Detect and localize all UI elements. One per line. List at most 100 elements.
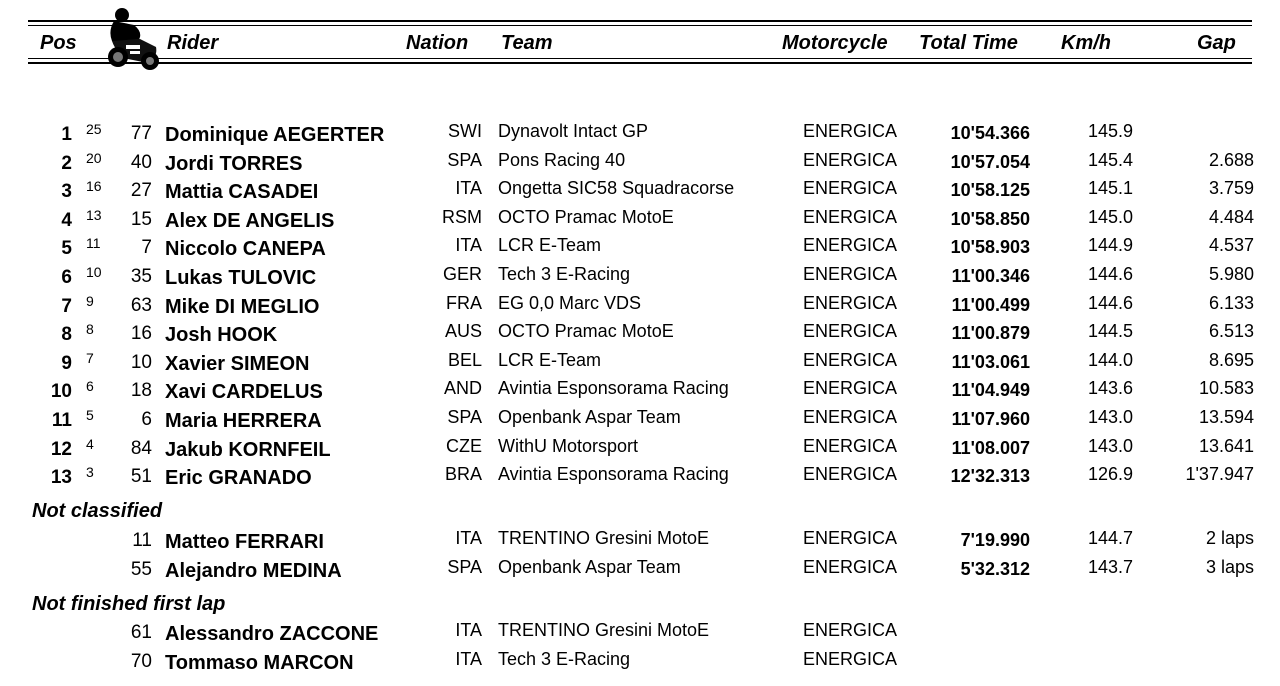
team-cell: WithU Motorsport	[498, 435, 639, 456]
points-cell: 5	[86, 407, 94, 423]
header-rule-top-2	[28, 25, 1252, 26]
position-cell: 1	[61, 124, 72, 145]
team-cell: OCTO Pramac MotoE	[498, 321, 674, 342]
motorcycle-cell: ENERGICA	[803, 178, 898, 199]
table-row: 3 16 27 Mattia CASADEI ITA Ongetta SIC58 Squa…	[0, 178, 1280, 206]
rider-name-cell: Matteo FERRARI	[165, 531, 324, 553]
motorcycle-cell: ENERGICA	[803, 557, 898, 577]
points-cell: 4	[86, 435, 94, 452]
rider-name-cell: Eric GRANADO	[165, 467, 312, 490]
gap-cell: 10.583	[1198, 378, 1254, 399]
rider-name-cell: Alex DE ANGELIS	[165, 209, 335, 232]
gap-cell: 13.594	[1198, 407, 1254, 427]
rider-name-cell: Alejandro MEDINA	[165, 560, 342, 582]
col-kmh-header: Km/h	[1061, 32, 1111, 54]
nation-cell: SPA	[447, 407, 482, 427]
rider-name-cell: Mike DI MEGLIO	[165, 295, 320, 318]
gap-cell: 1'37.947	[1185, 464, 1254, 485]
total-time-cell: 11'00.346	[951, 266, 1030, 286]
total-time-cell: 10'54.366	[950, 123, 1030, 143]
rider-name-cell: Niccolo CANEPA	[165, 238, 326, 261]
speed-cell: 145.9	[1087, 121, 1133, 141]
gap-cell: 5.980	[1208, 264, 1254, 284]
position-cell: 6	[61, 267, 72, 288]
points-cell: 8	[86, 321, 94, 338]
total-time-cell: 11'00.499	[951, 294, 1030, 315]
team-cell: Openbank Aspar Team	[498, 407, 681, 427]
total-time-cell: 11'08.007	[951, 437, 1030, 458]
points-cell: 6	[86, 378, 94, 395]
table-row: 12 4 84 Jakub KORNFEIL CZE WithU Motorsport EN…	[0, 436, 1280, 464]
nation-cell: SPA	[447, 557, 482, 577]
rider-name-cell: Xavier SIMEON	[165, 352, 310, 375]
nation-cell: ITA	[455, 649, 482, 669]
nation-cell: SPA	[447, 149, 482, 170]
speed-cell: 144.5	[1087, 321, 1133, 342]
speed-cell: 144.9	[1087, 235, 1133, 256]
motorcycle-cell: ENERGICA	[803, 528, 898, 548]
table-row: 13 3 51 Eric GRANADO BRA Avintia Esponsorama …	[0, 464, 1280, 492]
table-row: 55 Alejandro MEDINA SPA Openbank Aspar Team…	[0, 557, 1280, 585]
rider-number-cell: 61	[130, 622, 152, 643]
rider-name-cell: Xavi CARDELUS	[165, 381, 323, 404]
speed-cell: 144.7	[1087, 528, 1133, 548]
total-time-cell: 11'04.949	[951, 380, 1030, 401]
points-cell: 7	[86, 349, 94, 366]
nation-cell: ITA	[455, 620, 482, 640]
total-time-cell: 10'57.054	[950, 151, 1030, 172]
rider-number-cell: 27	[130, 180, 152, 202]
points-cell: 16	[86, 178, 102, 195]
team-cell: EG 0,0 Marc VDS	[498, 292, 642, 313]
rider-number-cell: 55	[130, 559, 152, 580]
position-cell: 3	[61, 181, 72, 203]
col-rider-header: Rider	[167, 32, 219, 54]
table-row: 2 20 40 Jordi TORRES SPA Pons Racing 40 ENERGI…	[0, 150, 1280, 178]
team-cell: Dynavolt Intact GP	[498, 121, 649, 141]
nation-cell: BRA	[444, 464, 482, 485]
gap-cell: 4.484	[1208, 206, 1254, 227]
rider-number-cell: 18	[130, 380, 152, 402]
team-cell: Avintia Esponsorama Racing	[498, 378, 729, 399]
speed-cell: 144.0	[1087, 349, 1133, 370]
motorcycle-rider-icon	[104, 7, 164, 71]
total-time-cell: 11'00.879	[951, 323, 1030, 344]
col-nation-header: Nation	[406, 32, 469, 54]
team-cell: Ongetta SIC58 Squadracorse	[498, 178, 735, 199]
team-cell: Openbank Aspar Team	[498, 557, 681, 577]
motorcycle-cell: ENERGICA	[803, 206, 898, 227]
nation-cell: GER	[442, 264, 482, 284]
rider-number-cell: 40	[130, 151, 152, 173]
position-cell: 5	[61, 238, 72, 260]
rider-name-cell: Maria HERRERA	[165, 410, 322, 432]
rider-number-cell: 7	[141, 237, 152, 259]
motorcycle-cell: ENERGICA	[803, 264, 898, 284]
motorcycle-cell: ENERGICA	[803, 121, 898, 141]
speed-cell: 126.9	[1087, 464, 1133, 485]
motorcycle-cell: ENERGICA	[803, 321, 898, 342]
motorcycle-cell: ENERGICA	[803, 620, 898, 640]
table-row: 70 Tommaso MARCON ITA Tech 3 E-Racing ENERGI…	[0, 649, 1280, 677]
nation-cell: ITA	[455, 528, 482, 548]
speed-cell: 143.6	[1087, 378, 1133, 399]
rider-name-cell: Mattia CASADEI	[165, 181, 319, 204]
total-time-cell: 11'07.960	[951, 409, 1030, 429]
rider-name-cell: Lukas TULOVIC	[165, 267, 317, 289]
position-cell: 9	[61, 352, 72, 374]
nation-cell: BEL	[447, 349, 482, 370]
points-cell: 11	[86, 235, 101, 252]
motorcycle-cell: ENERGICA	[803, 292, 898, 313]
gap-cell: 4.537	[1208, 235, 1254, 256]
rider-number-cell: 70	[130, 651, 152, 672]
total-time-cell: 10'58.125	[950, 180, 1030, 201]
motorcycle-cell: ENERGICA	[803, 378, 898, 399]
rider-number-cell: 10	[130, 351, 152, 373]
header-rule-bottom-2	[28, 62, 1252, 64]
rider-number-cell: 84	[130, 437, 152, 459]
not-finished-title: Not finished first lap	[32, 593, 226, 615]
position-cell: 12	[50, 438, 72, 460]
speed-cell: 144.6	[1087, 292, 1133, 313]
rider-number-cell: 15	[130, 208, 152, 230]
col-total-time-header: Total Time	[919, 32, 1018, 54]
rider-name-cell: Tommaso MARCON	[165, 652, 354, 674]
speed-cell: 145.0	[1087, 206, 1133, 227]
